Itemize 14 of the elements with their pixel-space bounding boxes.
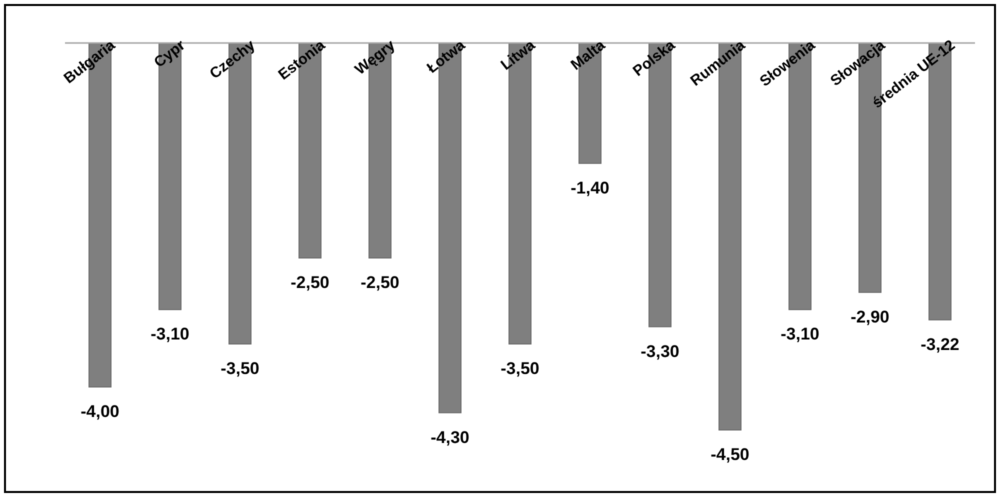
data-label: -2,50 [360, 273, 400, 292]
data-label: -3,50 [500, 359, 540, 378]
data-label: -3,50 [220, 359, 260, 378]
data-label: -3,30 [640, 342, 680, 361]
data-label: -2,90 [850, 307, 890, 326]
data-label: -1,40 [570, 178, 610, 198]
data-label: -4,50 [710, 445, 750, 464]
x-tick-label: Cypr [151, 36, 189, 72]
data-label: -4,30 [430, 428, 470, 447]
data-label: -3,22 [920, 334, 960, 354]
data-label: -3,10 [780, 324, 820, 344]
data-label: -4,00 [80, 402, 120, 421]
data-label: -2,50 [290, 273, 330, 292]
data-label: -3,10 [150, 324, 190, 344]
